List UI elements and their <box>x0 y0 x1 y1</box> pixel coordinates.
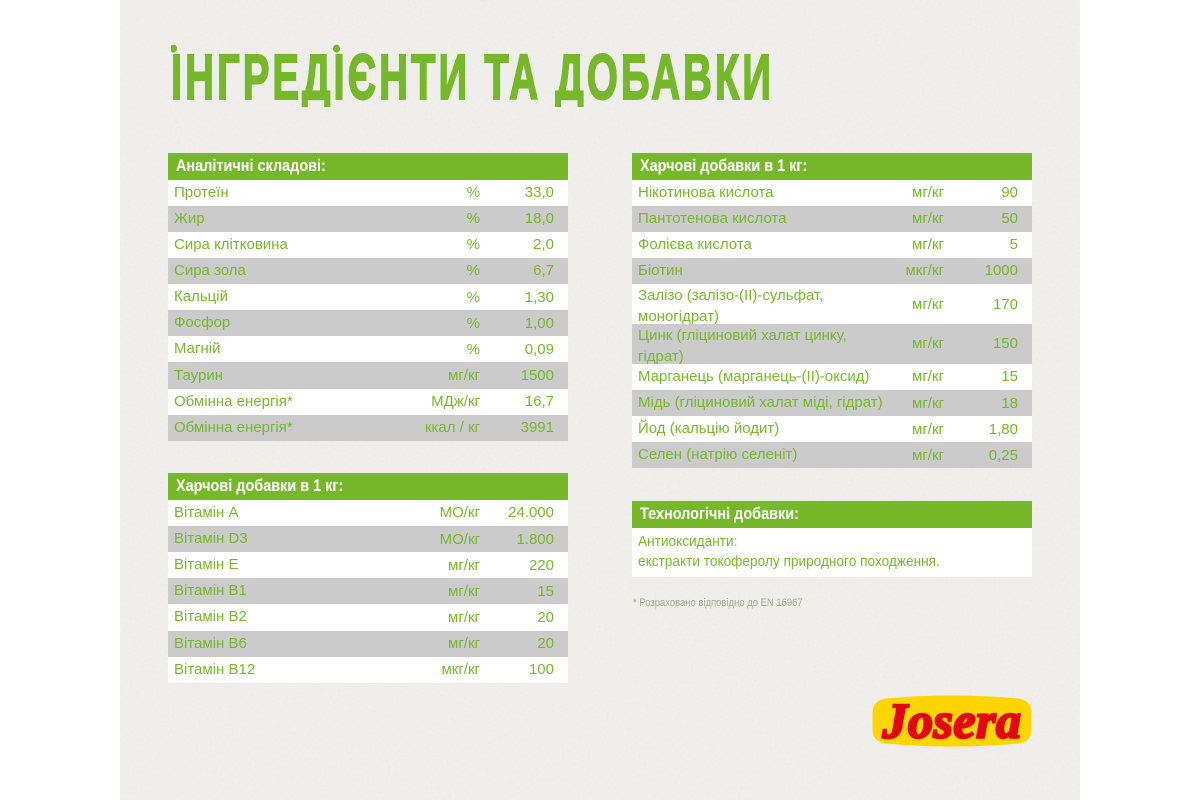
svg-text:Josera: Josera <box>881 693 1021 749</box>
